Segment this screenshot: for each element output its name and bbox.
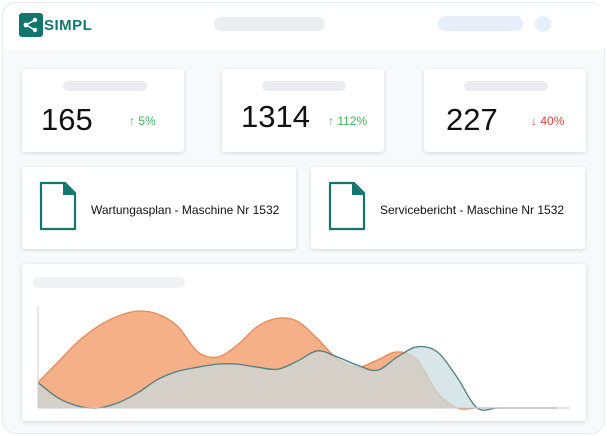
document-icon: [39, 181, 77, 231]
brand-name: SIMPL: [44, 16, 93, 34]
stat-change: ↑ 112%: [328, 114, 368, 128]
document-title: Wartungasplan - Maschine Nr 1532: [91, 203, 280, 217]
arrow-up-icon: ↑: [328, 114, 334, 128]
arrow-up-icon: ↑: [129, 114, 135, 128]
document-card[interactable]: Wartungasplan - Maschine Nr 1532: [22, 167, 296, 249]
header-action-placeholder[interactable]: [438, 16, 523, 31]
arrow-down-icon: ↓: [531, 114, 537, 128]
stat-value: 165: [41, 102, 93, 137]
stat-card[interactable]: 1314 ↑ 112%: [222, 69, 384, 152]
stat-value: 227: [446, 102, 498, 137]
stat-card-title-placeholder: [63, 81, 147, 91]
brand-logo[interactable]: SIMPL: [19, 13, 92, 37]
document-title: Servicebericht - Maschine Nr 1532: [380, 203, 565, 217]
stat-card-title-placeholder: [464, 81, 548, 91]
area-chart: [37, 306, 570, 411]
top-bar: SIMPL: [3, 3, 606, 49]
stat-card[interactable]: 165 ↑ 5%: [22, 69, 184, 152]
document-card[interactable]: Servicebericht - Maschine Nr 1532: [311, 167, 585, 249]
avatar[interactable]: [535, 16, 551, 32]
stat-change: ↓ 40%: [531, 114, 565, 128]
document-icon: [328, 181, 366, 231]
stat-change: ↑ 5%: [129, 114, 156, 128]
page-title-placeholder: [214, 17, 325, 31]
chart-series-line-1: [37, 345, 557, 411]
stat-card-title-placeholder: [262, 81, 346, 91]
share-nodes-icon: [19, 13, 43, 37]
chart-card: [22, 264, 586, 421]
stat-value: 1314: [241, 99, 310, 134]
chart-title-placeholder: [33, 277, 185, 288]
chart-series-area-1: [38, 346, 557, 411]
stat-card[interactable]: 227 ↓ 40%: [424, 69, 586, 152]
